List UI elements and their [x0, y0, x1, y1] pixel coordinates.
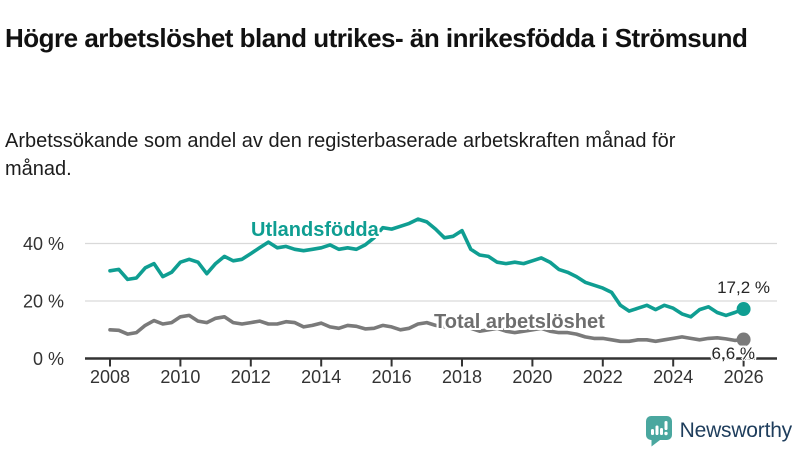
newsworthy-wordmark: Newsworthy — [679, 419, 793, 442]
x-tick-label-2016: 2016 — [372, 367, 412, 387]
x-tick-label-2008: 2008 — [90, 367, 130, 387]
series-label-utlandsfodda: Utlandsfödda — [251, 219, 379, 241]
utlandsfodda-line — [108, 217, 746, 319]
x-tick-label-2018: 2018 — [442, 367, 482, 387]
newsworthy-logo-icon — [645, 415, 672, 447]
x-tick-label-2020: 2020 — [512, 367, 552, 387]
x-tick-label-2014: 2014 — [301, 367, 341, 387]
y-tick-label-20: 20 % — [23, 292, 64, 312]
x-tick-label-2010: 2010 — [160, 367, 200, 387]
total-arbetsloshet-end-dot — [736, 332, 751, 347]
x-tick-label-2012: 2012 — [231, 367, 271, 387]
end-value-label-total-arbetsloshet: 6,6 % — [711, 344, 755, 363]
y-tick-label-40: 40 % — [23, 234, 64, 254]
total-arbetsloshet-line — [108, 313, 746, 344]
x-tick-label-2024: 2024 — [653, 367, 693, 387]
chart-subtitle: Arbetssökande som andel av den registerb… — [5, 130, 676, 180]
end-value-label-utlandsfodda: 17,2 % — [717, 278, 770, 297]
newsworthy-logo[interactable]: Newsworthy — [645, 415, 793, 447]
series-label-total-arbetsloshet: Total arbetslöshet — [434, 311, 605, 333]
page-title: Högre arbetslöshet bland utrikes- än inr… — [5, 23, 748, 54]
x-tick-label-2026: 2026 — [724, 367, 764, 387]
utlandsfodda-end-dot — [736, 302, 751, 317]
y-tick-label-0: 0 % — [33, 349, 64, 369]
x-tick-label-2022: 2022 — [583, 367, 623, 387]
